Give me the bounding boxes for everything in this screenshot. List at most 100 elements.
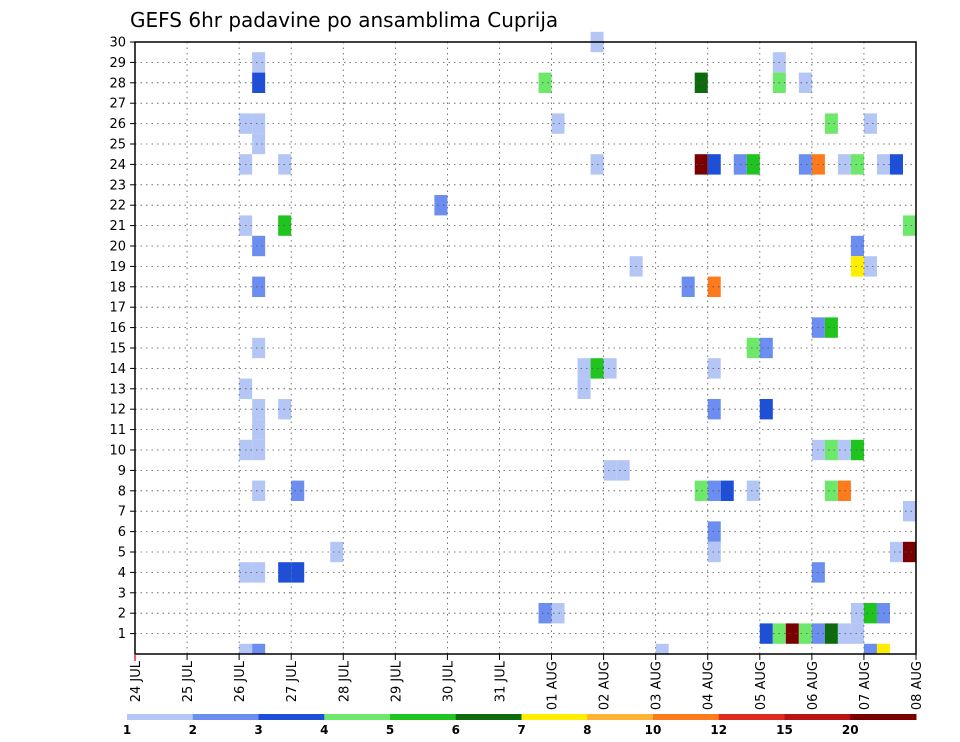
colorbar-label: 7 [517,723,525,737]
y-tick-label: 5 [118,546,126,561]
y-tick-label: 26 [109,117,126,132]
y-tick-label: 21 [109,219,126,234]
colorbar-segment [258,714,325,720]
x-tick-label: 29 JUL [389,660,404,702]
colorbar-label: 3 [254,723,262,737]
y-tick-label: 14 [109,362,126,377]
colorbar-segment [718,714,785,720]
precip-cell [252,337,266,359]
precip-cell [720,480,734,501]
precip-cell [824,623,838,644]
colorbar-segment [455,714,522,720]
colorbar-label: 8 [583,723,591,737]
precip-cell [655,643,669,654]
y-tick-label: 2 [118,607,126,622]
y-tick-label: 29 [109,56,126,71]
precip-cell [252,235,266,257]
y-tick-label: 15 [109,342,126,357]
y-tick-label: 6 [118,525,126,540]
colorbar-segment [521,714,588,720]
colorbar-label: 5 [386,723,394,737]
precip-cell [616,460,630,481]
precip-cell [252,276,266,297]
y-tick-label: 9 [118,464,126,479]
x-tick-label: 05 AUG [754,661,769,710]
precip-cell [889,154,903,175]
precip-cell [694,154,708,175]
precip-cell [603,358,617,379]
precip-cell [707,480,721,501]
x-tick-label: 06 AUG [806,661,821,710]
precip-cell [863,256,877,277]
y-tick-label: 20 [109,240,126,255]
precip-cell [824,439,838,461]
x-tick-label: 03 AUG [650,661,665,710]
x-tick-label: 27 JUL [285,660,300,702]
y-tick-label: 12 [109,403,126,418]
precip-cell [551,113,565,134]
x-tick-label: 26 JUL [233,660,248,702]
precip-cell [434,195,448,216]
y-tick-label: 8 [118,484,126,499]
colorbar-segment [390,714,457,720]
precip-cell [252,113,266,134]
precip-cell [837,154,851,175]
y-tick-label: 4 [118,566,126,581]
y-tick-label: 30 [109,36,126,51]
y-tick-label: 22 [109,199,126,214]
x-tick-label: 08 AUG [910,661,925,710]
precip-cell [291,480,305,501]
y-tick-label: 19 [109,260,126,275]
y-tick-label: 24 [109,158,126,173]
colorbar-segment [784,714,851,720]
precip-cell [759,337,773,359]
colorbar-segment [653,714,720,720]
colorbar-segment [850,714,917,720]
colorbar-segment [324,714,391,720]
precip-cell [252,72,266,93]
y-tick-label: 25 [109,138,126,153]
precip-cell [850,235,864,257]
precip-cell [824,480,838,501]
precip-cell [252,439,266,461]
precip-cell [824,113,838,134]
precip-cell [707,521,721,542]
precip-cell [850,623,864,644]
colorbar-segment [587,714,654,720]
precip-cell [538,72,552,93]
x-tick-label: 28 JUL [337,660,352,702]
chart-title: GEFS 6hr padavine po ansamblima Cuprija [130,8,558,32]
precip-cell [902,501,916,522]
precip-cell [538,603,552,624]
precip-cell [902,215,916,236]
precip-cell [889,541,903,563]
precip-cell [863,643,877,654]
x-tick-label: 01 AUG [546,661,561,710]
y-tick-label: 13 [109,382,126,397]
precip-cell [746,337,760,359]
precip-cell [707,358,721,379]
y-tick-label: 17 [109,301,126,316]
precip-cell [252,562,266,583]
x-tick-label: 04 AUG [702,661,717,710]
precip-cell [252,480,266,501]
colorbar-label: 2 [189,723,197,737]
precip-cell [291,562,305,583]
precip-cell [863,113,877,134]
precip-cell [850,256,864,277]
precip-cell [252,643,266,654]
y-tick-label: 16 [109,321,126,336]
x-tick-label: 07 AUG [858,661,873,710]
colorbar: 1 2 3 4 5 6 7 8 10 12 15 20 [123,714,917,737]
grid-lines [135,42,916,654]
colorbar-label: 12 [710,723,727,737]
y-tick-label: 7 [118,505,126,520]
precip-cell [785,623,799,644]
precip-cell [551,603,565,624]
precip-cell [837,480,851,501]
y-tick-label: 10 [109,444,126,459]
y-tick-label: 11 [109,423,126,438]
precipitation-cells [239,31,916,654]
precip-cell [798,623,812,644]
y-tick-label: 18 [109,280,126,295]
